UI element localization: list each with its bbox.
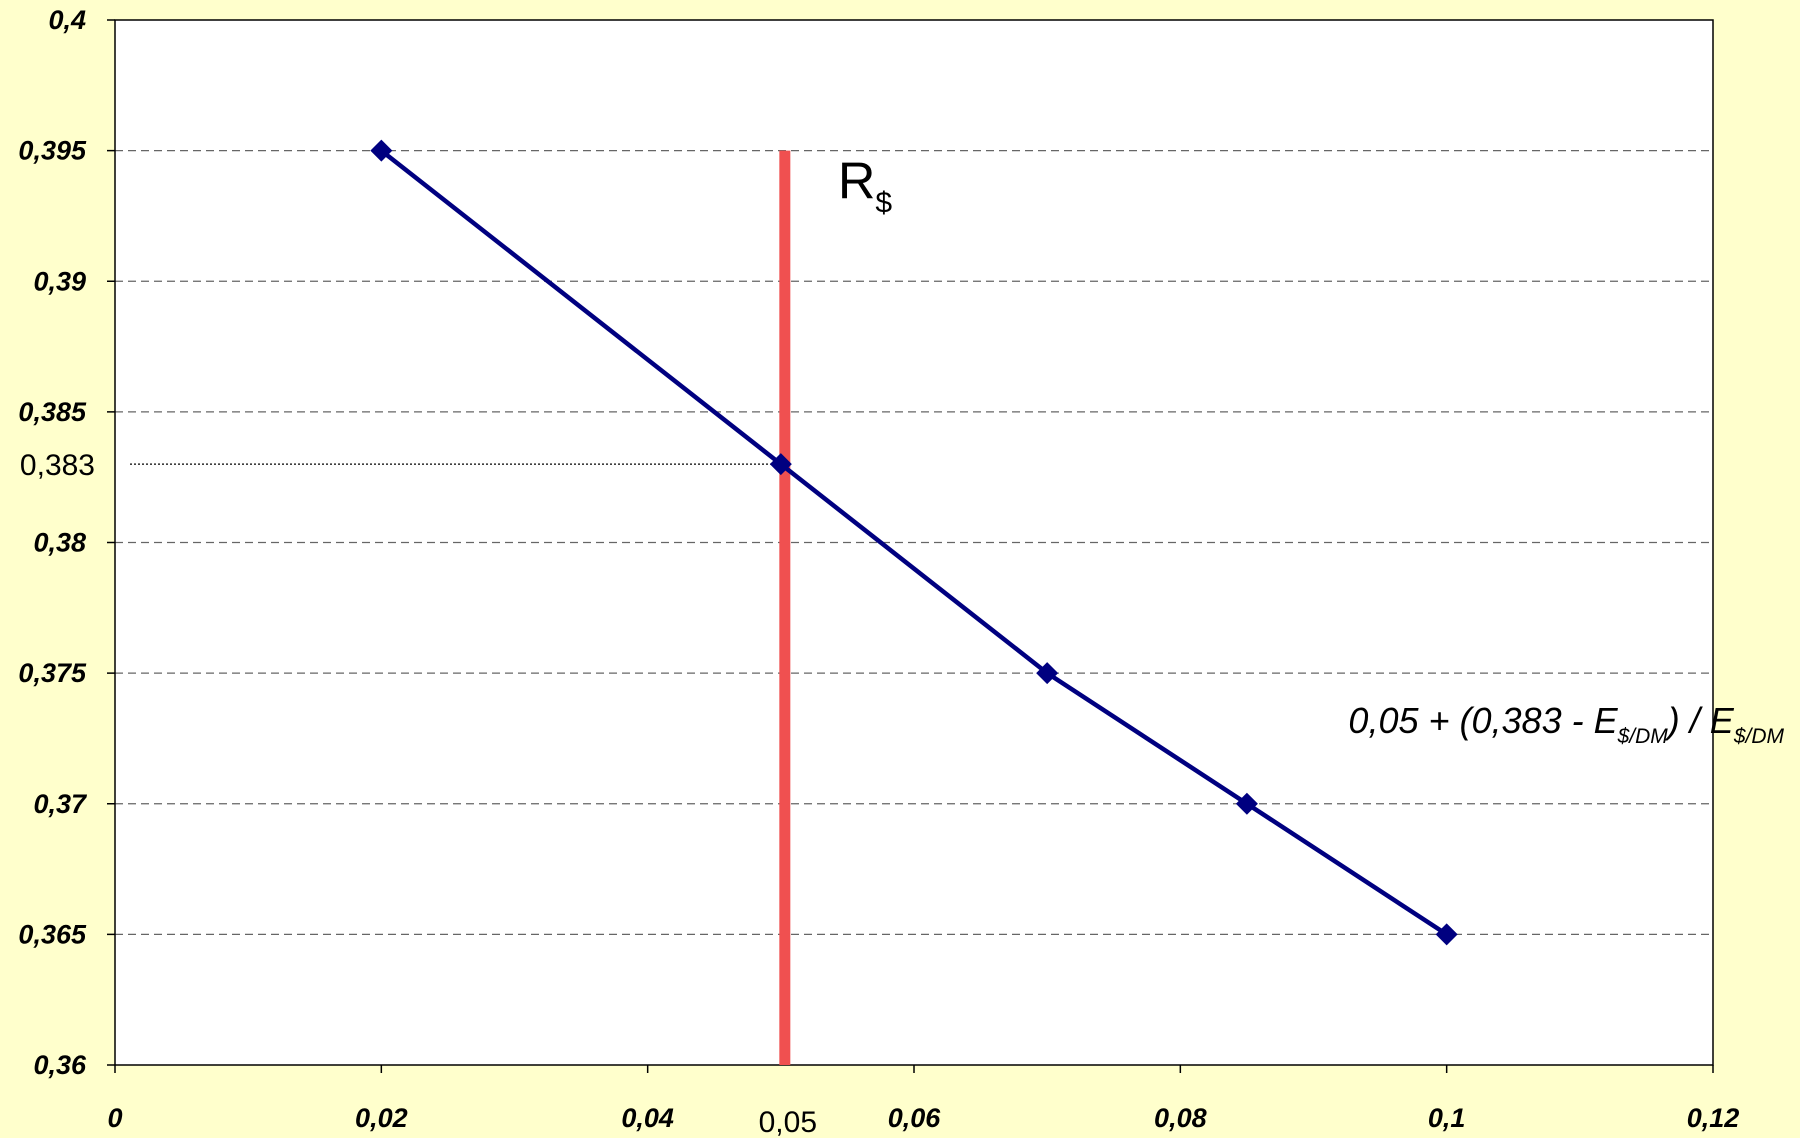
series-marker — [370, 139, 393, 162]
x-tick-label: 0,04 — [621, 1103, 674, 1133]
y-tick-label: 0,37 — [33, 789, 88, 819]
x-tick-label: 0,08 — [1154, 1103, 1207, 1133]
y-tick-label: 0,4 — [48, 5, 86, 35]
series-markers — [370, 139, 1458, 946]
y-tick-label: 0,36 — [33, 1050, 87, 1080]
series-marker — [1036, 662, 1059, 685]
y-tick-label: 0,395 — [18, 136, 87, 166]
x-tick-label: 0,1 — [1428, 1103, 1466, 1133]
grid-lines — [115, 150, 1713, 935]
x-marker-label: 0,05 — [759, 1106, 817, 1138]
x-tick-label: 0,02 — [355, 1103, 408, 1133]
y-tick-label: 0,365 — [18, 919, 87, 949]
series-marker — [1235, 792, 1258, 815]
x-tick-label: 0 — [107, 1103, 122, 1133]
axes — [107, 19, 1714, 1073]
y-axis-tick-labels: 0,36 0,365 0,37 0,375 0,38 0,385 0,39 0,395 0,4 — [18, 5, 88, 1080]
x-tick-label: 0,06 — [888, 1103, 942, 1133]
y-marker-label: 0,383 — [20, 449, 95, 482]
series-marker — [1435, 923, 1458, 946]
reference-line-label: R$ — [838, 153, 893, 220]
x-axis-tick-labels: 0 0,02 0,04 0,06 0,08 0,1 0,12 — [107, 1103, 1739, 1133]
y-tick-label: 0,385 — [18, 397, 87, 427]
series-marker — [769, 453, 792, 476]
formula-annotation: 0,05 + (0,383 - E$/DM) / E$/DM — [1348, 700, 1784, 748]
y-tick-label: 0,375 — [18, 658, 87, 688]
x-tick-label: 0,12 — [1687, 1103, 1740, 1133]
y-tick-label: 0,38 — [33, 528, 86, 558]
y-tick-label: 0,39 — [33, 266, 86, 296]
